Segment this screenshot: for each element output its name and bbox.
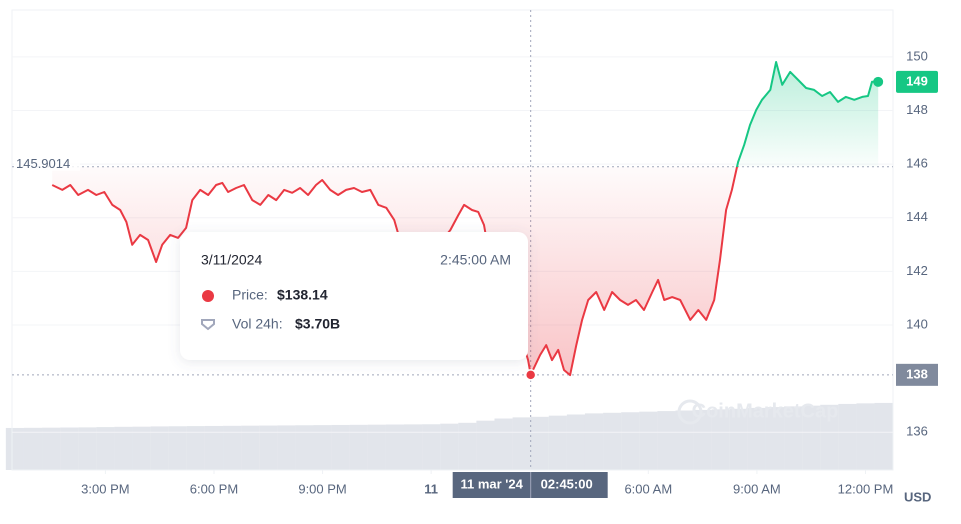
crosshair-y-box bbox=[896, 363, 938, 386]
last-point bbox=[873, 76, 884, 87]
volume-bar bbox=[204, 425, 224, 470]
crosshair-x-date: 11 mar '24 bbox=[460, 476, 523, 491]
y-tick-label: 140 bbox=[906, 316, 928, 331]
volume-bar bbox=[60, 427, 79, 470]
volume-bar bbox=[367, 424, 386, 470]
volume-bar bbox=[277, 425, 296, 470]
baseline-label-bg bbox=[14, 156, 80, 171]
volume-bar bbox=[566, 414, 585, 470]
volume-layer bbox=[5, 402, 893, 470]
volume-bar bbox=[114, 426, 133, 470]
tooltip-time: 2:45:00 AM bbox=[440, 252, 511, 268]
volume-bar bbox=[168, 426, 187, 470]
volume-bar bbox=[838, 403, 857, 470]
x-tick-label: 3:00 PM bbox=[81, 481, 129, 496]
volume-bar bbox=[802, 405, 821, 470]
tooltip-vol-label: Vol 24h: bbox=[232, 316, 283, 332]
y-tick-label: 146 bbox=[906, 156, 928, 171]
tooltip-vol-icon bbox=[201, 319, 215, 331]
volume-bar bbox=[313, 425, 332, 470]
volume-bar bbox=[186, 426, 205, 470]
volume-bar bbox=[23, 427, 43, 470]
volume-bar bbox=[621, 412, 640, 470]
volume-bar bbox=[259, 425, 278, 470]
volume-bar bbox=[241, 425, 260, 470]
volume-bar bbox=[530, 416, 549, 470]
y-tick-label: 142 bbox=[906, 263, 928, 278]
volume-bar bbox=[96, 427, 115, 470]
volume-bar bbox=[548, 415, 567, 470]
volume-bar bbox=[693, 409, 712, 470]
volume-bar bbox=[150, 426, 169, 470]
volume-bar bbox=[440, 423, 459, 470]
volume-bar bbox=[494, 418, 513, 470]
volume-bar bbox=[784, 406, 803, 470]
plot-frame bbox=[11, 9, 894, 471]
volume-bar bbox=[458, 422, 477, 470]
x-tick-label: 9:00 PM bbox=[298, 481, 346, 496]
volume-bar bbox=[512, 417, 531, 470]
volume-bar bbox=[747, 407, 766, 470]
crosshair-x-time: 02:45:00 bbox=[541, 476, 593, 491]
volume-bar bbox=[657, 411, 676, 470]
volume-bar bbox=[765, 407, 785, 470]
tooltip-price-dot bbox=[202, 290, 214, 302]
x-tick-label: 9:00 AM bbox=[733, 481, 781, 496]
volume-bar bbox=[78, 427, 97, 470]
y-tick-label: 148 bbox=[906, 102, 928, 117]
x-tick-label: 6:00 PM bbox=[190, 481, 238, 496]
volume-bar bbox=[403, 424, 423, 470]
volume-bar bbox=[223, 425, 242, 470]
baseline-label: 145.9014 bbox=[16, 156, 70, 171]
last-value-label: 149 bbox=[906, 73, 928, 88]
x-tick-label: 11 bbox=[424, 481, 438, 496]
overlay-layer: 136 140 142 144 146 148 150 3:00 PM 6:00 PM 9:00 … bbox=[14, 48, 938, 498]
watermark: CoinMarketCap bbox=[692, 400, 839, 422]
volume-bar bbox=[5, 427, 24, 470]
y-tick-label: 150 bbox=[906, 48, 928, 63]
volume-bar bbox=[476, 420, 495, 470]
y-tick-label: 144 bbox=[906, 209, 928, 224]
volume-bar bbox=[349, 424, 368, 470]
volume-bar bbox=[874, 402, 893, 470]
hover-point bbox=[524, 369, 537, 381]
volume-bar bbox=[584, 413, 604, 470]
tooltip-vol-value: $3.70B bbox=[295, 316, 340, 332]
volume-bar bbox=[711, 409, 730, 470]
volume-bar bbox=[42, 427, 61, 470]
y-unit: USD bbox=[904, 489, 931, 504]
tooltip-price-label: Price: bbox=[232, 287, 268, 303]
volume-bar bbox=[675, 410, 694, 470]
tooltip-date: 3/11/2024 bbox=[201, 252, 262, 268]
last-value-box bbox=[896, 70, 938, 93]
tooltip-price-value: $138.14 bbox=[277, 287, 328, 303]
watermark-logo bbox=[677, 399, 703, 425]
volume-bar bbox=[729, 408, 748, 470]
tooltip-box bbox=[180, 232, 528, 360]
volume-bar bbox=[422, 424, 441, 470]
y-tick-label: 136 bbox=[906, 424, 928, 439]
x-tick-label: 12:00 PM bbox=[838, 481, 894, 496]
volume-bar bbox=[132, 426, 151, 470]
volume-bar bbox=[295, 425, 314, 470]
volume-bar bbox=[603, 412, 622, 470]
crosshair-y-label: 138 bbox=[906, 366, 928, 381]
volume-bar bbox=[639, 411, 658, 470]
x-tick-label: 6:00 AM bbox=[624, 481, 672, 496]
volume-bar bbox=[820, 404, 839, 470]
crosshair-x-box bbox=[452, 472, 608, 498]
volume-bar bbox=[331, 424, 350, 470]
tooltip: 3/11/2024 2:45:00 AM Price: $138.14 Vol … bbox=[180, 232, 528, 360]
volume-bar bbox=[856, 403, 875, 470]
volume-bar bbox=[385, 424, 404, 470]
